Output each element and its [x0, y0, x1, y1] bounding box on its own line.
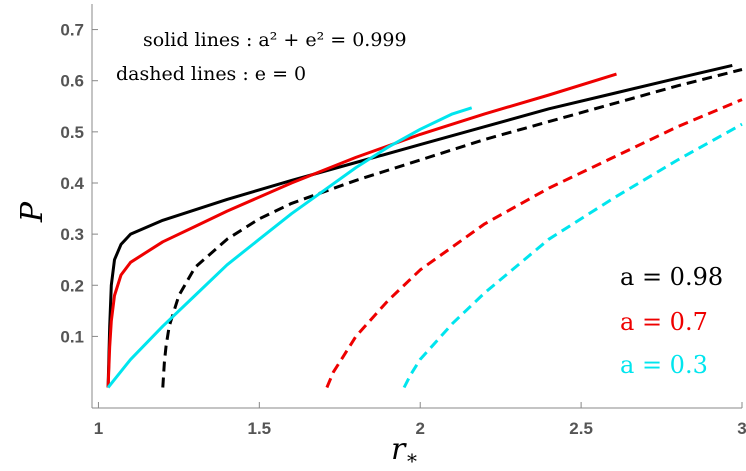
- y-tick-label: 0.2: [60, 276, 84, 295]
- legend-label-a07: a = 0.7: [620, 308, 708, 336]
- y-tick-label: 0.1: [60, 327, 84, 346]
- x-axis-title: r *: [391, 432, 417, 471]
- series-line-a07-dashed: [325, 98, 743, 389]
- y-axis-title: P: [15, 201, 50, 223]
- y-tick-label: 0.4: [60, 174, 84, 193]
- x-tick-label: 1: [94, 419, 103, 438]
- plot-frame: [91, 4, 742, 409]
- series-line-a03-solid: [106, 106, 473, 389]
- series-layer: [106, 63, 743, 389]
- x-tick-label: 2.5: [569, 419, 593, 438]
- y-tick-label: 0.3: [60, 225, 84, 244]
- annotation-solid: solid lines : a² + e² = 0.999: [143, 29, 407, 51]
- legend-label-a098: a = 0.98: [620, 263, 723, 291]
- annotation-dashed: dashed lines : e = 0: [116, 63, 306, 85]
- ticks-layer: 1 1.5 2 2.5 3 0.1 0.2 0.3 0.4 0.5 0.6 0.7: [60, 21, 746, 438]
- x-tick-label: 1.5: [248, 419, 272, 438]
- series-line-a03-dashed: [402, 122, 743, 389]
- series-line-a098-solid: [106, 63, 733, 388]
- x-tick-label: 3: [737, 419, 746, 438]
- y-tick-label: 0.7: [60, 21, 84, 40]
- series-line-a07-solid: [106, 72, 617, 388]
- y-tick-label: 0.5: [60, 123, 84, 142]
- x-axis-title-main: r: [391, 432, 407, 467]
- series-line-a098-dashed: [161, 68, 743, 388]
- x-tick-label: 2: [415, 419, 424, 438]
- x-axis-title-subscript: *: [407, 449, 417, 471]
- y-tick-label: 0.6: [60, 72, 84, 91]
- legend-label-a03: a = 0.3: [620, 351, 708, 379]
